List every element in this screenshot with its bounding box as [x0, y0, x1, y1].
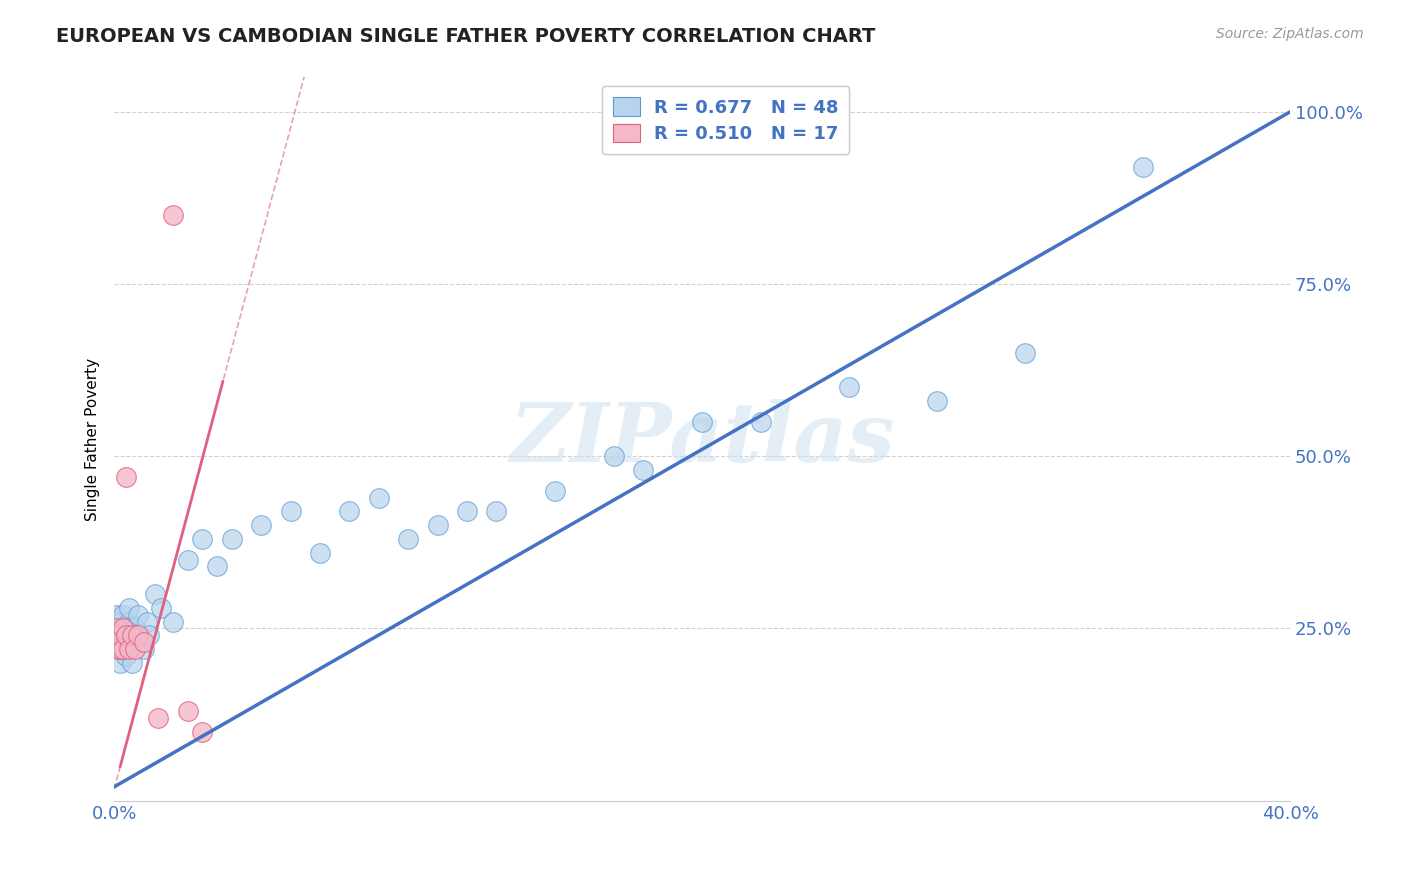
- Point: [115, 628, 138, 642]
- Point: [426, 518, 449, 533]
- Point: [105, 642, 128, 657]
- Point: [143, 587, 166, 601]
- Point: [250, 518, 273, 533]
- Point: [111, 607, 134, 622]
- Point: [127, 607, 149, 622]
- Point: [135, 615, 157, 629]
- Point: [105, 622, 128, 636]
- Point: [129, 635, 152, 649]
- Point: [603, 449, 626, 463]
- Point: [111, 622, 134, 636]
- Point: [221, 532, 243, 546]
- Point: [191, 724, 214, 739]
- Point: [124, 642, 146, 657]
- Point: [690, 415, 713, 429]
- Legend: R = 0.677   N = 48, R = 0.510   N = 17: R = 0.677 N = 48, R = 0.510 N = 17: [602, 87, 849, 154]
- Point: [105, 607, 128, 622]
- Point: [111, 628, 134, 642]
- Point: [396, 532, 419, 546]
- Point: [280, 504, 302, 518]
- Point: [148, 711, 170, 725]
- Point: [111, 642, 134, 657]
- Point: [927, 394, 949, 409]
- Point: [456, 504, 478, 518]
- Point: [108, 656, 131, 670]
- Point: [132, 642, 155, 657]
- Point: [138, 628, 160, 642]
- Point: [108, 628, 131, 642]
- Point: [105, 628, 128, 642]
- Point: [132, 635, 155, 649]
- Point: [309, 546, 332, 560]
- Point: [1132, 160, 1154, 174]
- Point: [127, 628, 149, 642]
- Point: [176, 552, 198, 566]
- Point: [105, 642, 128, 657]
- Point: [121, 656, 143, 670]
- Point: [115, 648, 138, 663]
- Point: [111, 642, 134, 657]
- Point: [162, 615, 184, 629]
- Point: [108, 635, 131, 649]
- Text: ZIPatlas: ZIPatlas: [509, 399, 894, 479]
- Point: [485, 504, 508, 518]
- Point: [118, 642, 141, 657]
- Y-axis label: Single Father Poverty: Single Father Poverty: [86, 358, 100, 521]
- Point: [118, 642, 141, 657]
- Point: [749, 415, 772, 429]
- Point: [205, 559, 228, 574]
- Point: [108, 615, 131, 629]
- Point: [118, 600, 141, 615]
- Point: [124, 622, 146, 636]
- Point: [121, 628, 143, 642]
- Point: [115, 470, 138, 484]
- Point: [105, 622, 128, 636]
- Point: [633, 463, 655, 477]
- Text: Source: ZipAtlas.com: Source: ZipAtlas.com: [1216, 27, 1364, 41]
- Point: [838, 380, 860, 394]
- Point: [544, 483, 567, 498]
- Point: [150, 600, 173, 615]
- Point: [337, 504, 360, 518]
- Point: [162, 208, 184, 222]
- Point: [367, 491, 389, 505]
- Point: [108, 642, 131, 657]
- Point: [176, 704, 198, 718]
- Point: [115, 622, 138, 636]
- Point: [118, 615, 141, 629]
- Text: EUROPEAN VS CAMBODIAN SINGLE FATHER POVERTY CORRELATION CHART: EUROPEAN VS CAMBODIAN SINGLE FATHER POVE…: [56, 27, 876, 45]
- Point: [191, 532, 214, 546]
- Point: [1014, 346, 1036, 360]
- Point: [121, 628, 143, 642]
